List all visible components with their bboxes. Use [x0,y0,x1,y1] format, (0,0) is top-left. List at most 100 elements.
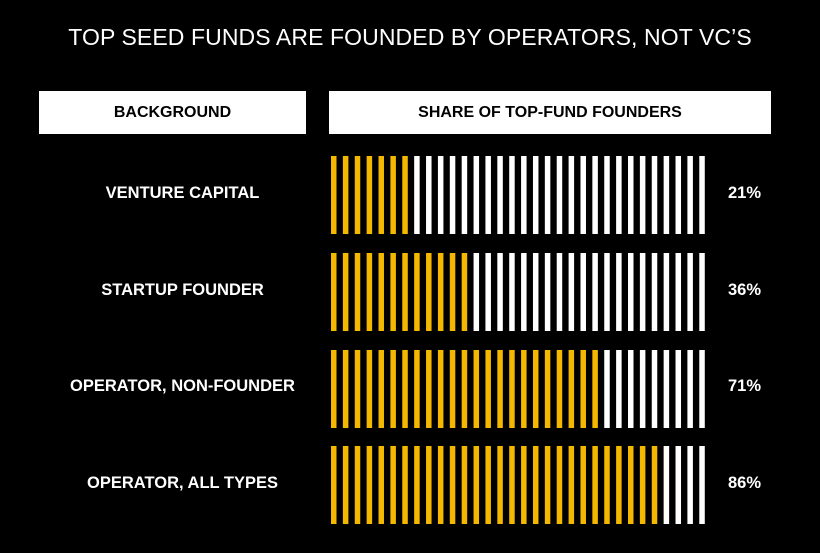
filled-tick-operator-non-founder [485,350,491,428]
column-header-share: SHARE OF TOP-FUND FOUNDERS [329,91,771,134]
filled-tick-operator-all-types [473,446,480,524]
empty-tick-venture-capital [604,156,610,234]
filled-tick-operator-all-types [651,446,658,524]
filled-tick-operator-non-founder [426,350,432,428]
empty-tick-operator-all-types [675,446,682,524]
filled-tick-operator-non-founder [354,350,361,428]
empty-tick-startup-founder [663,253,670,331]
filled-tick-venture-capital [390,156,396,234]
empty-tick-venture-capital [556,156,563,234]
filled-tick-operator-non-founder [437,350,444,428]
empty-tick-venture-capital [473,156,480,234]
filled-tick-operator-non-founder [414,350,420,428]
row-label-venture-capital: VENTURE CAPITAL [105,184,260,202]
empty-tick-startup-founder [616,253,622,331]
empty-tick-operator-non-founder [651,350,658,428]
empty-tick-venture-capital [461,156,468,234]
empty-tick-startup-founder [604,253,610,331]
filled-tick-operator-all-types [616,446,622,524]
filled-tick-operator-all-types [544,446,551,524]
empty-tick-venture-capital [521,156,527,234]
filled-tick-operator-all-types [354,446,361,524]
filled-tick-operator-all-types [532,446,539,524]
filled-tick-venture-capital [366,156,373,234]
filled-tick-operator-non-founder [592,350,598,428]
empty-tick-startup-founder [556,253,563,331]
filled-tick-operator-all-types [437,446,444,524]
empty-tick-operator-non-founder [699,350,705,428]
empty-tick-venture-capital [580,156,586,234]
filled-tick-startup-founder [390,253,396,331]
empty-tick-venture-capital [532,156,539,234]
filled-tick-startup-founder [437,253,444,331]
row-label-operator-non-founder: OPERATOR, NON-FOUNDER [70,377,295,395]
filled-tick-operator-all-types [497,446,503,524]
filled-tick-startup-founder [449,253,456,331]
empty-tick-startup-founder [628,253,634,331]
empty-tick-startup-founder [568,253,575,331]
empty-tick-venture-capital [414,156,420,234]
filled-tick-operator-all-types [331,446,337,524]
filled-tick-operator-non-founder [580,350,586,428]
filled-tick-operator-non-founder [568,350,575,428]
filled-tick-operator-all-types [449,446,456,524]
empty-tick-startup-founder [473,253,480,331]
filled-tick-startup-founder [331,253,337,331]
filled-tick-operator-all-types [521,446,527,524]
empty-tick-startup-founder [509,253,515,331]
empty-tick-venture-capital [497,156,503,234]
empty-tick-operator-non-founder [616,350,622,428]
chart-title: TOP SEED FUNDS ARE FOUNDED BY OPERATORS,… [68,24,752,50]
empty-tick-venture-capital [544,156,551,234]
empty-tick-venture-capital [675,156,682,234]
empty-tick-startup-founder [532,253,539,331]
empty-tick-operator-non-founder [639,350,646,428]
empty-tick-operator-non-founder [604,350,610,428]
filled-tick-operator-non-founder [331,350,337,428]
empty-tick-venture-capital [663,156,670,234]
filled-tick-operator-all-types [604,446,610,524]
filled-tick-operator-all-types [378,446,385,524]
filled-tick-venture-capital [331,156,337,234]
filled-tick-startup-founder [426,253,432,331]
empty-tick-operator-non-founder [675,350,682,428]
empty-tick-operator-non-founder [628,350,634,428]
filled-tick-venture-capital [402,156,408,234]
value-label-venture-capital: 21% [728,184,762,202]
empty-tick-operator-non-founder [663,350,670,428]
empty-tick-venture-capital [651,156,658,234]
row-label-startup-founder: STARTUP FOUNDER [101,281,264,299]
empty-tick-venture-capital [485,156,491,234]
empty-tick-startup-founder [485,253,491,331]
value-label-startup-founder: 36% [728,281,762,299]
empty-tick-venture-capital [449,156,456,234]
filled-tick-startup-founder [366,253,373,331]
filled-tick-operator-all-types [568,446,575,524]
empty-tick-venture-capital [426,156,432,234]
filled-tick-startup-founder [461,253,468,331]
value-label-operator-all-types: 86% [728,474,762,492]
filled-tick-operator-non-founder [544,350,551,428]
bar-row-venture-capital [331,156,705,234]
empty-tick-operator-all-types [687,446,693,524]
filled-tick-operator-non-founder [532,350,539,428]
column-header-background: BACKGROUND [39,91,306,134]
empty-tick-venture-capital [639,156,646,234]
empty-tick-startup-founder [651,253,658,331]
filled-tick-startup-founder [354,253,361,331]
filled-tick-venture-capital [342,156,349,234]
filled-tick-operator-all-types [461,446,468,524]
empty-tick-venture-capital [628,156,634,234]
empty-tick-venture-capital [687,156,693,234]
filled-tick-operator-non-founder [449,350,456,428]
empty-tick-startup-founder [580,253,586,331]
filled-tick-operator-non-founder [509,350,515,428]
empty-tick-startup-founder [497,253,503,331]
filled-tick-operator-all-types [628,446,634,524]
filled-tick-startup-founder [414,253,420,331]
bar-row-operator-all-types [331,446,705,524]
filled-tick-operator-all-types [390,446,396,524]
filled-tick-operator-all-types [426,446,432,524]
filled-tick-operator-all-types [639,446,646,524]
